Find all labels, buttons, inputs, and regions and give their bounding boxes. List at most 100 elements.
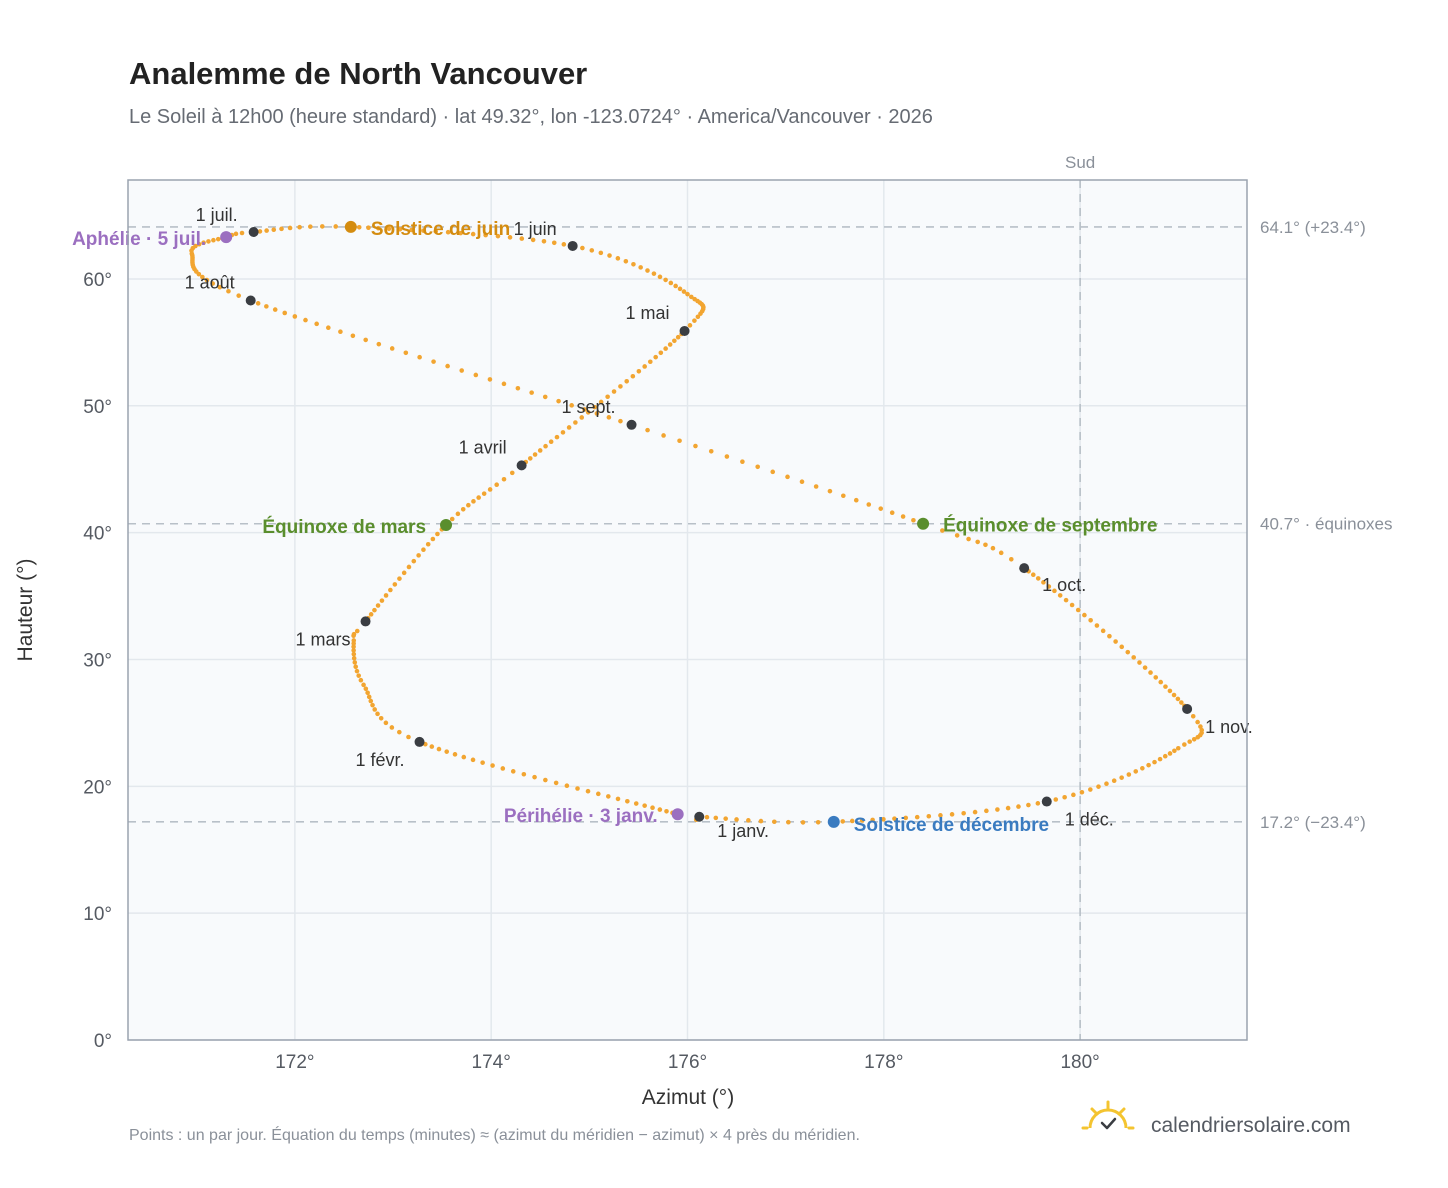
daily-point xyxy=(1016,804,1021,809)
daily-point xyxy=(319,224,325,229)
daily-point xyxy=(1172,748,1177,754)
daily-point xyxy=(708,448,714,454)
daily-point xyxy=(314,321,319,327)
daily-point xyxy=(1125,649,1131,655)
daily-point xyxy=(365,690,370,696)
daily-point xyxy=(638,265,643,270)
month-label: 1 mai xyxy=(626,303,670,323)
daily-point xyxy=(1162,753,1168,759)
daily-point xyxy=(954,533,960,538)
daily-point xyxy=(926,813,932,819)
daily-point xyxy=(615,256,621,261)
daily-point xyxy=(303,317,308,323)
daily-point xyxy=(1071,792,1076,798)
daily-point xyxy=(1119,775,1124,780)
month-marker xyxy=(360,616,371,627)
y-tick-label: 60° xyxy=(83,270,112,291)
daily-point xyxy=(282,310,288,316)
daily-point xyxy=(677,438,682,444)
daily-point xyxy=(1088,617,1093,623)
daily-point xyxy=(1133,769,1139,774)
daily-point xyxy=(849,818,855,824)
daily-point xyxy=(1035,576,1041,581)
daily-point xyxy=(1167,688,1173,694)
daily-point xyxy=(611,389,617,394)
daily-point xyxy=(351,651,357,657)
daily-point xyxy=(1157,756,1163,762)
daily-point xyxy=(378,715,384,721)
daily-point xyxy=(338,329,343,334)
month-marker xyxy=(626,419,637,430)
daily-point xyxy=(713,815,719,821)
month-marker xyxy=(414,736,425,747)
daily-point xyxy=(500,766,506,771)
daily-point xyxy=(1111,778,1117,784)
plot-frame xyxy=(127,179,1248,1041)
daily-point xyxy=(543,443,548,449)
daily-point xyxy=(1052,588,1057,594)
daily-point xyxy=(444,749,450,754)
daily-point xyxy=(383,720,389,726)
daily-point xyxy=(799,479,805,485)
daily-point xyxy=(473,372,479,378)
x-axis-label: Azimut (°) xyxy=(642,1086,734,1109)
month-label: 1 déc. xyxy=(1065,810,1114,830)
reference-line-label: 17.2° (−23.4°) xyxy=(1260,813,1366,832)
daily-point xyxy=(264,228,269,233)
brand-name: calendriersolaire.com xyxy=(1151,1114,1351,1137)
plot-area: 1 janv. 1 févr. 1 mars 1 avril 1 mai 1 juin 1 … xyxy=(72,179,1253,1041)
daily-point xyxy=(772,819,777,825)
reference-lines xyxy=(128,180,1247,1040)
daily-point xyxy=(695,314,701,320)
daily-point xyxy=(354,668,360,674)
month-marker xyxy=(1041,796,1052,807)
daily-point xyxy=(667,342,673,347)
daily-point xyxy=(403,350,409,356)
daily-point xyxy=(605,394,610,400)
daily-point xyxy=(972,809,978,815)
daily-point xyxy=(433,229,439,234)
daily-point xyxy=(279,226,284,232)
x-tick-label: 180° xyxy=(1060,1052,1099,1073)
daily-point xyxy=(663,346,668,351)
daily-point xyxy=(723,816,728,821)
daily-point xyxy=(911,517,916,523)
x-tick-label: 172° xyxy=(275,1052,314,1073)
daily-point xyxy=(853,497,859,503)
daily-point xyxy=(693,443,698,449)
daily-point xyxy=(650,805,655,810)
daily-point xyxy=(1030,572,1036,578)
daily-point xyxy=(1153,675,1159,680)
daily-point xyxy=(556,398,561,404)
daily-point xyxy=(376,225,381,231)
daily-point xyxy=(903,815,909,821)
daily-point xyxy=(770,469,776,475)
daily-point xyxy=(1191,736,1197,742)
daily-point xyxy=(370,702,375,708)
daily-point xyxy=(677,286,683,292)
y-tick-label: 20° xyxy=(83,777,112,798)
daily-point xyxy=(476,495,481,500)
daily-point xyxy=(815,820,821,825)
daily-point xyxy=(548,439,554,445)
daily-point xyxy=(421,228,426,233)
daily-point xyxy=(636,368,642,374)
daily-point xyxy=(430,536,436,542)
daily-point xyxy=(383,593,389,598)
daily-point xyxy=(409,227,414,233)
daily-point xyxy=(376,341,382,347)
daily-point xyxy=(746,818,751,823)
daily-point xyxy=(470,231,476,237)
daily-point xyxy=(889,510,895,515)
daily-point xyxy=(840,819,846,824)
daily-point xyxy=(630,373,636,379)
daily-point xyxy=(521,771,527,777)
event-label: Solstice de décembre xyxy=(854,815,1049,836)
daily-point xyxy=(532,774,537,780)
daily-point xyxy=(740,459,745,464)
daily-point xyxy=(350,333,356,339)
month-label: 1 avril xyxy=(459,437,507,457)
daily-point xyxy=(368,612,374,617)
month-label: 1 mars xyxy=(296,629,351,649)
